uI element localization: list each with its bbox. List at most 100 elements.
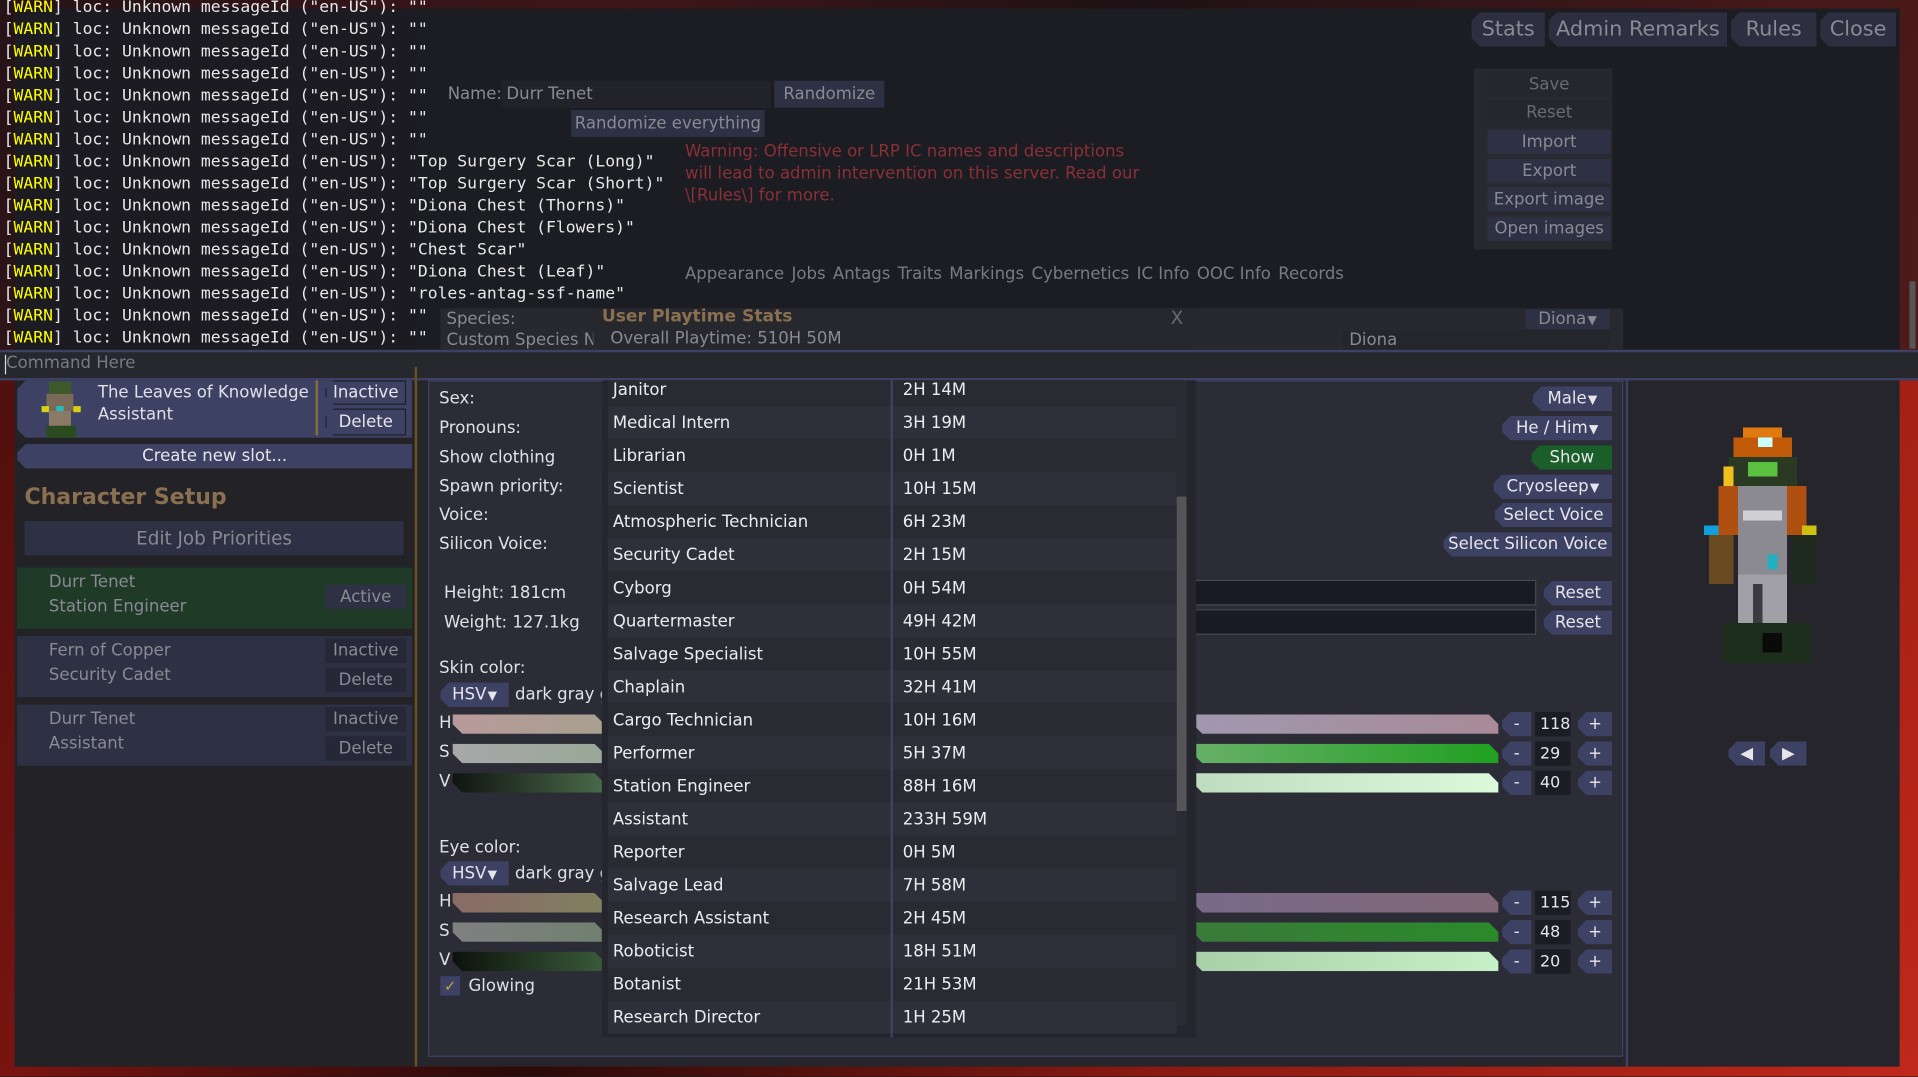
eye-h-increment-button[interactable]: + (1578, 890, 1612, 914)
tab-records[interactable]: Records (1278, 264, 1344, 284)
name-input[interactable] (501, 80, 771, 108)
tab-cybernetics[interactable]: Cybernetics (1031, 264, 1130, 284)
skin-h-slider[interactable] (453, 714, 605, 734)
close-icon[interactable]: X (1170, 307, 1184, 330)
window-scrollbar[interactable] (1909, 281, 1916, 349)
export-button[interactable]: Export (1487, 159, 1611, 184)
eye-h-decrement-button[interactable]: - (1502, 890, 1531, 914)
console-message: loc: Unknown messageId ("en-US"): "Diona… (62, 196, 625, 216)
skin-s-increment-button[interactable]: + (1578, 741, 1612, 765)
stats-button[interactable]: Stats (1472, 12, 1545, 46)
height-slider[interactable] (1192, 579, 1537, 606)
tab-appearance[interactable]: Appearance (684, 264, 785, 284)
command-input[interactable]: Command Here (0, 349, 1918, 381)
spawn-priority-dropdown[interactable]: Cryosleep (1494, 475, 1613, 499)
eye-h-slider-right[interactable] (1193, 893, 1499, 913)
slot-status-button[interactable]: Inactive (325, 707, 407, 732)
eye-s-value-input[interactable]: 48 (1535, 919, 1571, 945)
skin-s-decrement-button[interactable]: - (1502, 741, 1531, 765)
eye-color-mode-dropdown[interactable]: HSV (440, 861, 508, 885)
eye-h-value-input[interactable]: 115 (1535, 890, 1571, 915)
skin-s-value-input[interactable]: 29 (1535, 741, 1571, 766)
slot-status-button[interactable]: Inactive (325, 638, 407, 663)
skin-s-slider[interactable] (453, 744, 605, 764)
rotate-right-button[interactable]: ▶ (1770, 741, 1807, 765)
scrollbar-thumb[interactable] (1176, 496, 1187, 811)
slot-delete-button[interactable]: Delete (325, 736, 407, 761)
eye-s-slider-right[interactable] (1193, 922, 1499, 942)
bracket: [ (3, 130, 14, 150)
tab-antags[interactable]: Antags (832, 264, 891, 284)
custom-species-input[interactable] (1343, 330, 1610, 350)
weight-slider[interactable] (1192, 609, 1537, 635)
species-dropdown[interactable]: Diona (1525, 309, 1610, 330)
skin-v-value-input[interactable]: 40 (1535, 770, 1571, 796)
admin-remarks-button[interactable]: Admin Remarks (1549, 12, 1728, 46)
sex-dropdown[interactable]: Male (1533, 387, 1613, 411)
tab-traits[interactable]: Traits (897, 264, 942, 284)
warn-tag: WARN (13, 329, 53, 348)
job-playtime: 0H 54M (902, 578, 967, 599)
slot-delete-button[interactable]: Delete (325, 667, 407, 693)
job-name: Scientist (612, 479, 684, 500)
eye-v-decrement-button[interactable]: - (1502, 949, 1531, 973)
close-button[interactable]: Close (1820, 12, 1896, 46)
eye-h-slider[interactable] (453, 893, 605, 913)
select-silicon-voice-button[interactable]: Select Silicon Voice (1443, 532, 1612, 556)
slot-delete-button[interactable]: Delete (325, 409, 406, 436)
save-button[interactable]: Save (1487, 72, 1611, 97)
skin-h-slider-right[interactable] (1193, 714, 1499, 734)
text-cursor (4, 354, 7, 375)
rotate-left-button[interactable]: ◀ (1728, 741, 1765, 765)
glowing-checkbox[interactable]: ✓ (440, 976, 460, 996)
skin-s-slider-right[interactable] (1193, 744, 1499, 764)
warn-tag: WARN (13, 218, 53, 238)
select-voice-button[interactable]: Select Voice (1495, 503, 1612, 527)
console-message: loc: Unknown messageId ("en-US"): "" (62, 86, 428, 106)
weight-label: Weight: 127.1kg (444, 612, 580, 633)
job-name: Assistant (612, 809, 689, 830)
skin-v-slider-right[interactable] (1193, 773, 1499, 793)
job-playtime: 88H 16M (902, 776, 977, 797)
edit-job-priorities-button[interactable]: Edit Job Priorities (24, 521, 404, 556)
bracket: ] (52, 20, 63, 40)
skin-v-increment-button[interactable]: + (1578, 771, 1612, 795)
height-reset-button[interactable]: Reset (1544, 581, 1612, 605)
skin-v-slider[interactable] (453, 773, 605, 793)
eye-v-slider[interactable] (453, 952, 605, 972)
eye-s-decrement-button[interactable]: - (1502, 920, 1531, 944)
tab-ooc-info[interactable]: OOC Info (1196, 264, 1271, 284)
playtime-scrollbar[interactable] (1176, 380, 1187, 1026)
skin-h-value-input[interactable]: 118 (1535, 711, 1571, 737)
slot-status-button[interactable]: Inactive (325, 380, 406, 404)
slot-status-button[interactable]: Active (325, 584, 407, 610)
show-clothing-toggle[interactable]: Show (1531, 445, 1612, 469)
skin-v-decrement-button[interactable]: - (1502, 771, 1531, 795)
tab-jobs[interactable]: Jobs (791, 264, 826, 284)
pronouns-dropdown[interactable]: He / Him (1502, 416, 1612, 440)
warn-tag: WARN (13, 108, 53, 128)
eye-v-increment-button[interactable]: + (1578, 949, 1612, 973)
warning-text: Warning: Offensive or LRP IC names and d… (684, 141, 1125, 162)
eye-v-slider-right[interactable] (1193, 952, 1499, 972)
tab-markings[interactable]: Markings (949, 264, 1025, 284)
rules-link[interactable]: \[Rules\] for more. (684, 185, 835, 206)
warn-tag: WARN (13, 262, 53, 282)
eye-s-increment-button[interactable]: + (1578, 920, 1612, 944)
open-images-button[interactable]: Open images (1487, 216, 1611, 241)
randomize-everything-button[interactable]: Randomize everything (571, 110, 765, 137)
reset-button[interactable]: Reset (1487, 100, 1611, 125)
tab-ic-info[interactable]: IC Info (1136, 264, 1190, 284)
rules-button[interactable]: Rules (1731, 12, 1817, 46)
job-playtime: 0H 1M (902, 446, 956, 467)
import-button[interactable]: Import (1487, 129, 1611, 155)
skin-h-increment-button[interactable]: + (1578, 712, 1612, 736)
eye-s-slider[interactable] (453, 922, 605, 942)
create-new-slot-button[interactable]: Create new slot... (17, 444, 412, 468)
eye-v-value-input[interactable]: 20 (1535, 949, 1571, 974)
export-image-button[interactable]: Export image (1487, 187, 1611, 212)
weight-reset-button[interactable]: Reset (1544, 610, 1612, 634)
skin-color-mode-dropdown[interactable]: HSV (440, 683, 508, 707)
randomize-button[interactable]: Randomize (774, 80, 885, 108)
skin-h-decrement-button[interactable]: - (1502, 712, 1531, 736)
